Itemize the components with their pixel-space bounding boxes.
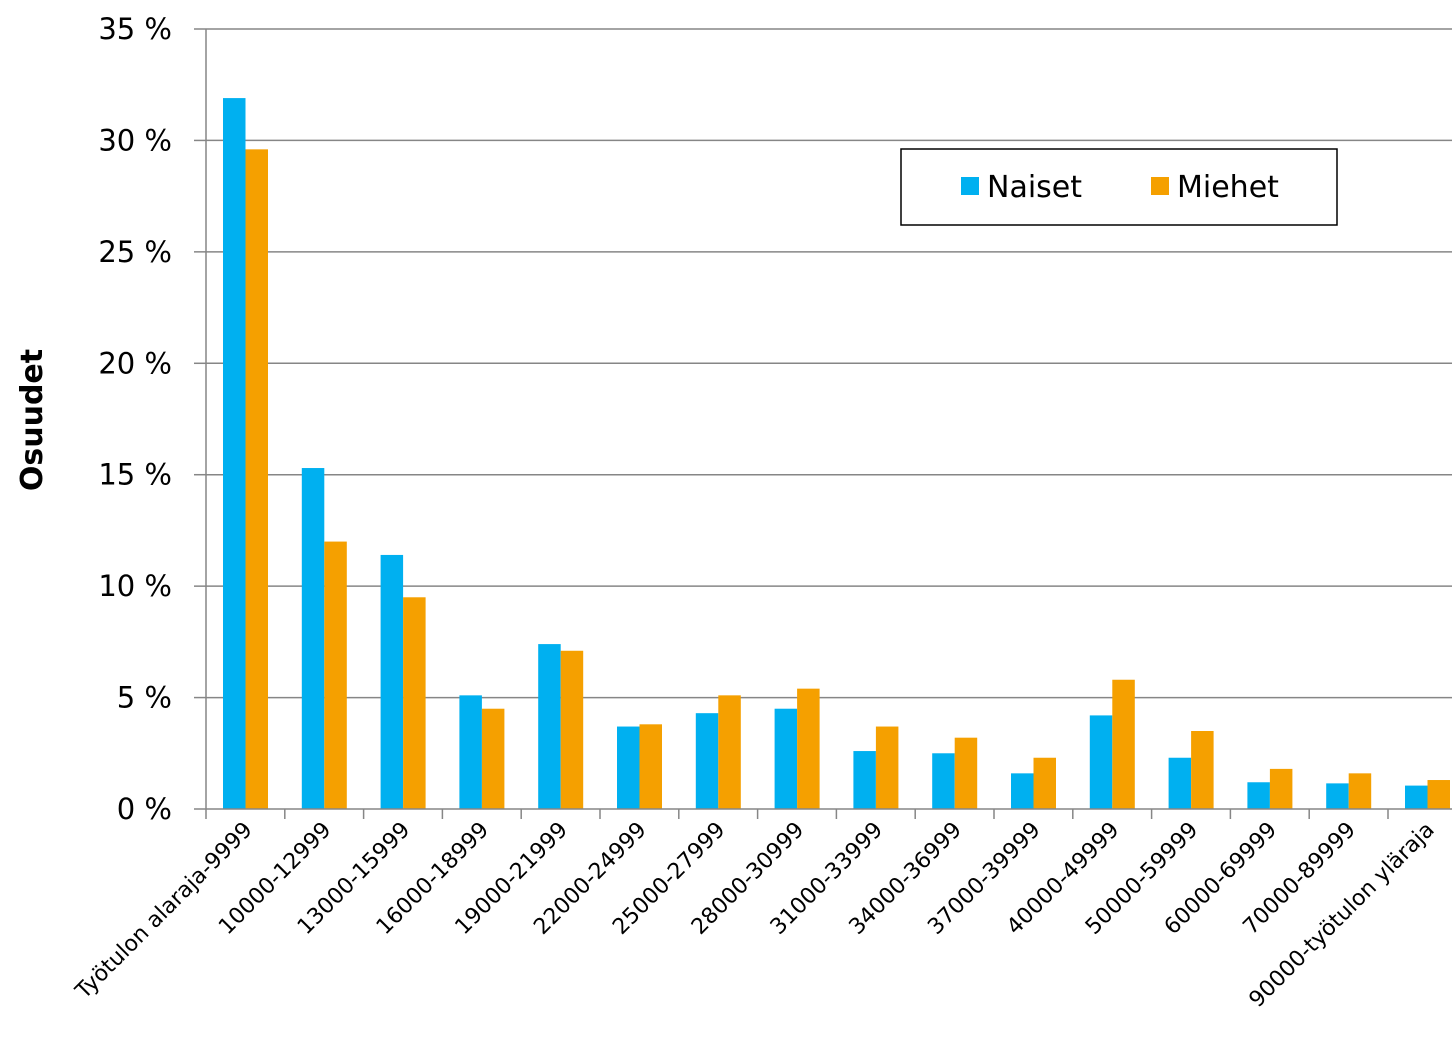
legend-label-naiset: Naiset bbox=[987, 170, 1082, 205]
bar-miehet bbox=[797, 688, 820, 809]
y-tick-label: 20 % bbox=[98, 346, 172, 380]
bar-naiset bbox=[538, 644, 561, 809]
bar-naiset bbox=[1011, 773, 1034, 809]
bar-naiset bbox=[695, 713, 719, 809]
legend-swatch-miehet bbox=[1151, 177, 1169, 195]
bar-miehet bbox=[481, 708, 505, 809]
gridlines bbox=[206, 28, 1452, 699]
bar-miehet bbox=[718, 695, 741, 809]
x-tick-labels: Työtulon alaraja-999910000-1299913000-15… bbox=[70, 818, 1439, 1013]
bar-naiset bbox=[459, 695, 482, 809]
y-tick-label: 30 % bbox=[98, 123, 172, 157]
bar-miehet bbox=[245, 149, 268, 810]
bar-naiset bbox=[1405, 785, 1428, 809]
bar-naiset bbox=[223, 98, 246, 810]
bar-naiset bbox=[1168, 757, 1192, 809]
y-tick-label: 5 % bbox=[117, 681, 172, 715]
bar-naiset bbox=[853, 751, 876, 809]
legend-label-miehet: Miehet bbox=[1177, 170, 1279, 205]
bar-miehet bbox=[1033, 757, 1056, 809]
y-axis-label: Osuudet bbox=[15, 349, 50, 491]
bar-naiset bbox=[1247, 782, 1270, 809]
y-tick-label: 10 % bbox=[98, 569, 172, 603]
bar-miehet bbox=[403, 597, 426, 809]
y-tick-labels: 0 % 5 % 10 % 15 % 20 % 25 % 30 % 35 % bbox=[98, 12, 172, 826]
bar-miehet bbox=[875, 726, 899, 809]
legend-swatch-naiset bbox=[961, 177, 979, 195]
axes bbox=[194, 28, 1452, 819]
y-tick-label: 0 % bbox=[117, 792, 172, 826]
legend: Naiset Miehet bbox=[900, 148, 1338, 226]
bar-naiset bbox=[1326, 783, 1349, 809]
bar-miehet bbox=[1348, 773, 1372, 809]
bar-miehet bbox=[324, 541, 347, 809]
y-tick-label: 35 % bbox=[98, 12, 172, 46]
bar-miehet bbox=[1112, 679, 1135, 809]
bar-miehet bbox=[1269, 768, 1293, 809]
bar-miehet bbox=[1427, 780, 1450, 809]
bar-naiset bbox=[1089, 715, 1113, 809]
bars bbox=[223, 98, 1450, 810]
bar-miehet bbox=[560, 650, 584, 809]
bar-naiset bbox=[932, 753, 955, 809]
y-tick-label: 25 % bbox=[98, 235, 172, 269]
bar-naiset bbox=[617, 726, 640, 809]
bar-naiset bbox=[774, 708, 798, 809]
bar-miehet bbox=[639, 724, 662, 809]
bar-naiset bbox=[380, 554, 404, 809]
bar-miehet bbox=[954, 737, 978, 809]
bar-miehet bbox=[1191, 731, 1214, 809]
bar-naiset bbox=[301, 468, 325, 809]
y-tick-label: 15 % bbox=[98, 458, 172, 492]
